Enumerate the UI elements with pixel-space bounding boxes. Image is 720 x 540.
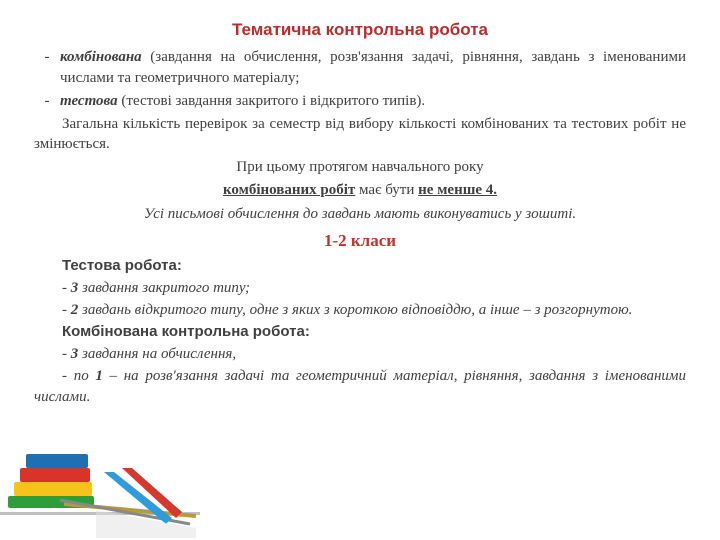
item-text: завдання закритого типу; bbox=[78, 280, 250, 296]
bullet-dash: - bbox=[34, 47, 60, 88]
slide-title: Тематична контрольна робота bbox=[34, 18, 686, 41]
bullet-term: тестова bbox=[60, 93, 118, 109]
center-line-1: При цьому протягом навчального року bbox=[34, 157, 686, 178]
item-text: завдання на обчислення, bbox=[78, 346, 236, 362]
test-item: - 2 завдань відкритого типу, одне з яких… bbox=[34, 300, 686, 321]
item-pre: по bbox=[74, 368, 96, 384]
item-text: – на розв'язання задачі та геометричний … bbox=[34, 368, 686, 405]
combo-item: - по 1 – на розв'язання задачі та геомет… bbox=[34, 366, 686, 407]
bullet-term: комбінована bbox=[60, 49, 142, 65]
italic-note: Усі письмові обчислення до завдань мають… bbox=[34, 204, 686, 225]
grades-heading: 1-2 класи bbox=[34, 229, 686, 252]
test-heading: Тестова робота: bbox=[34, 256, 686, 277]
center-line-2: комбінованих робіт має бути не менше 4. bbox=[34, 180, 686, 201]
bullet-text: тестова (тестові завдання закритого і ві… bbox=[60, 91, 686, 112]
bullet-rest: (завдання на обчислення, розв'язання зад… bbox=[60, 49, 686, 86]
rule-part-c: не менше 4. bbox=[418, 182, 497, 198]
bullet-item: - комбінована (завдання на обчислення, р… bbox=[34, 47, 686, 88]
combo-heading: Комбінована контрольна робота: bbox=[34, 322, 686, 343]
slide: Тематична контрольна робота - комбінован… bbox=[0, 0, 720, 540]
bullet-item: - тестова (тестові завдання закритого і … bbox=[34, 91, 686, 112]
rule-part-b: має бути bbox=[355, 182, 418, 198]
item-text: завдань відкритого типу, одне з яких з к… bbox=[78, 302, 632, 318]
rule-part-a: комбінованих робіт bbox=[223, 182, 355, 198]
bullet-list: - комбінована (завдання на обчислення, р… bbox=[34, 47, 686, 111]
bullet-dash: - bbox=[34, 91, 60, 112]
bullet-text: комбінована (завдання на обчислення, роз… bbox=[60, 47, 686, 88]
summary-paragraph: Загальна кількість перевірок за семестр … bbox=[34, 114, 686, 155]
combo-item: - 3 завдання на обчислення, bbox=[34, 344, 686, 365]
test-item: - 3 завдання закритого типу; bbox=[34, 278, 686, 299]
item-number: 1 bbox=[95, 368, 103, 384]
bullet-rest: (тестові завдання закритого і відкритого… bbox=[118, 93, 426, 109]
